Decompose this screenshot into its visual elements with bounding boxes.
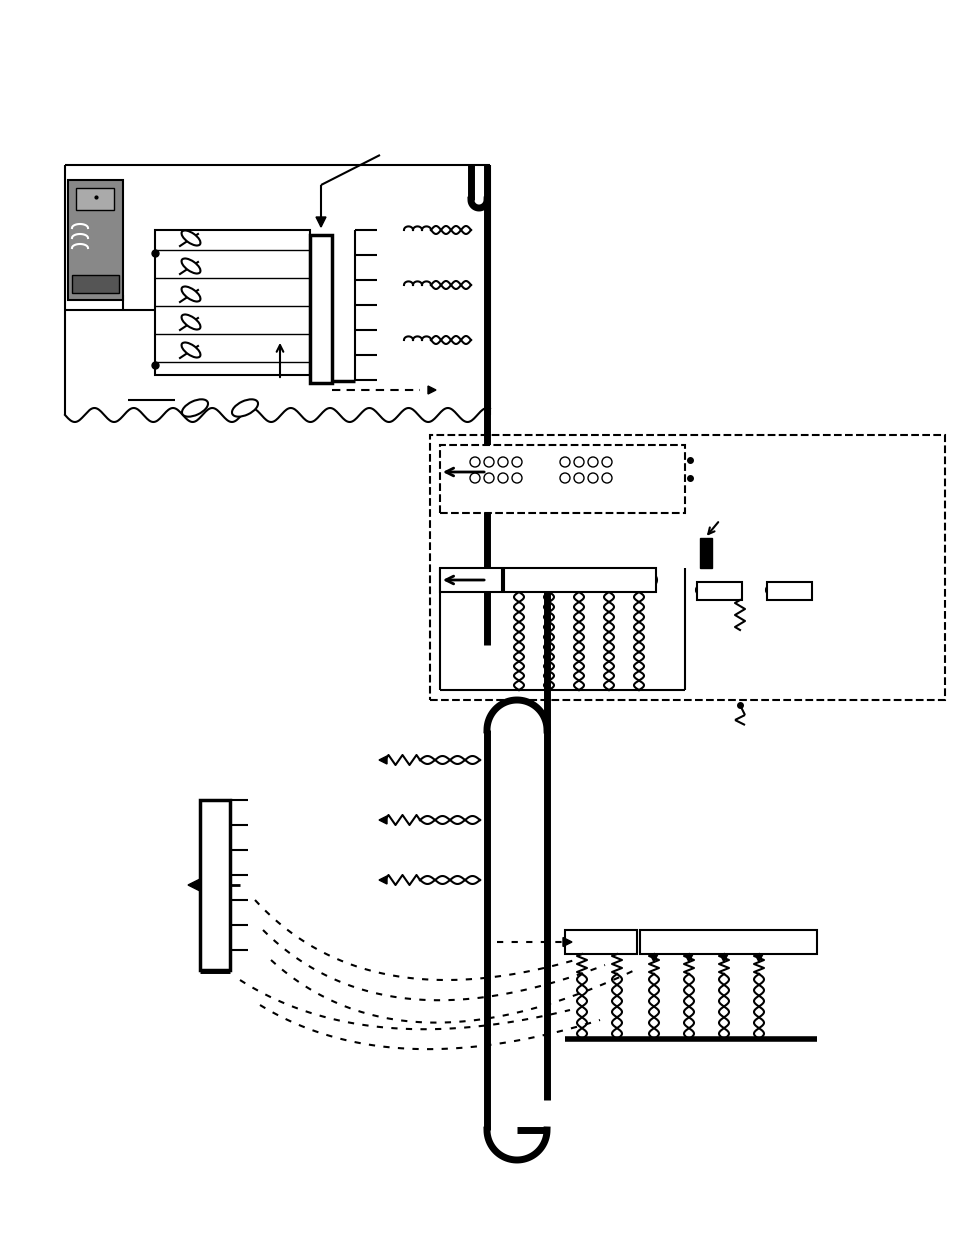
Polygon shape: [378, 816, 387, 824]
Polygon shape: [562, 937, 572, 946]
Ellipse shape: [470, 457, 479, 467]
Bar: [700, 538, 711, 568]
Ellipse shape: [232, 399, 257, 416]
Ellipse shape: [573, 571, 597, 589]
Bar: [639, 930, 816, 953]
Ellipse shape: [497, 457, 507, 467]
Ellipse shape: [633, 571, 657, 589]
Ellipse shape: [587, 473, 598, 483]
Ellipse shape: [181, 315, 200, 330]
Bar: [766, 582, 811, 600]
Ellipse shape: [181, 231, 200, 246]
Bar: [430, 435, 944, 700]
Ellipse shape: [640, 932, 666, 951]
Ellipse shape: [745, 932, 771, 951]
Ellipse shape: [483, 473, 494, 483]
Bar: [200, 800, 230, 969]
Ellipse shape: [478, 571, 502, 589]
Ellipse shape: [513, 571, 537, 589]
Bar: [154, 230, 310, 375]
Ellipse shape: [787, 583, 805, 597]
Bar: [697, 582, 741, 600]
Ellipse shape: [512, 457, 521, 467]
Ellipse shape: [470, 473, 479, 483]
Ellipse shape: [601, 473, 612, 483]
Ellipse shape: [781, 932, 806, 951]
Bar: [564, 930, 637, 953]
Ellipse shape: [603, 932, 629, 951]
Ellipse shape: [676, 932, 701, 951]
Ellipse shape: [568, 932, 595, 951]
Polygon shape: [428, 387, 436, 394]
Ellipse shape: [181, 287, 200, 301]
Bar: [76, 188, 113, 210]
Ellipse shape: [559, 473, 569, 483]
Polygon shape: [188, 879, 200, 890]
Ellipse shape: [574, 473, 583, 483]
Bar: [68, 180, 123, 300]
Ellipse shape: [449, 571, 473, 589]
Ellipse shape: [512, 473, 521, 483]
Ellipse shape: [696, 583, 713, 597]
Polygon shape: [649, 953, 658, 962]
Ellipse shape: [574, 457, 583, 467]
Polygon shape: [378, 876, 387, 884]
Ellipse shape: [587, 457, 598, 467]
Bar: [71, 275, 119, 293]
Bar: [439, 445, 684, 513]
Bar: [310, 235, 332, 383]
Polygon shape: [684, 953, 692, 962]
Ellipse shape: [181, 258, 200, 273]
Ellipse shape: [710, 932, 737, 951]
Polygon shape: [315, 217, 326, 227]
Ellipse shape: [182, 399, 208, 416]
Polygon shape: [754, 953, 762, 962]
Ellipse shape: [559, 457, 569, 467]
Bar: [439, 568, 501, 592]
Ellipse shape: [718, 583, 735, 597]
Ellipse shape: [602, 571, 626, 589]
Polygon shape: [720, 953, 727, 962]
Ellipse shape: [497, 473, 507, 483]
Ellipse shape: [483, 457, 494, 467]
Ellipse shape: [181, 342, 200, 357]
Ellipse shape: [601, 457, 612, 467]
Ellipse shape: [542, 571, 566, 589]
Polygon shape: [378, 756, 387, 764]
Bar: [503, 568, 656, 592]
Ellipse shape: [765, 583, 783, 597]
